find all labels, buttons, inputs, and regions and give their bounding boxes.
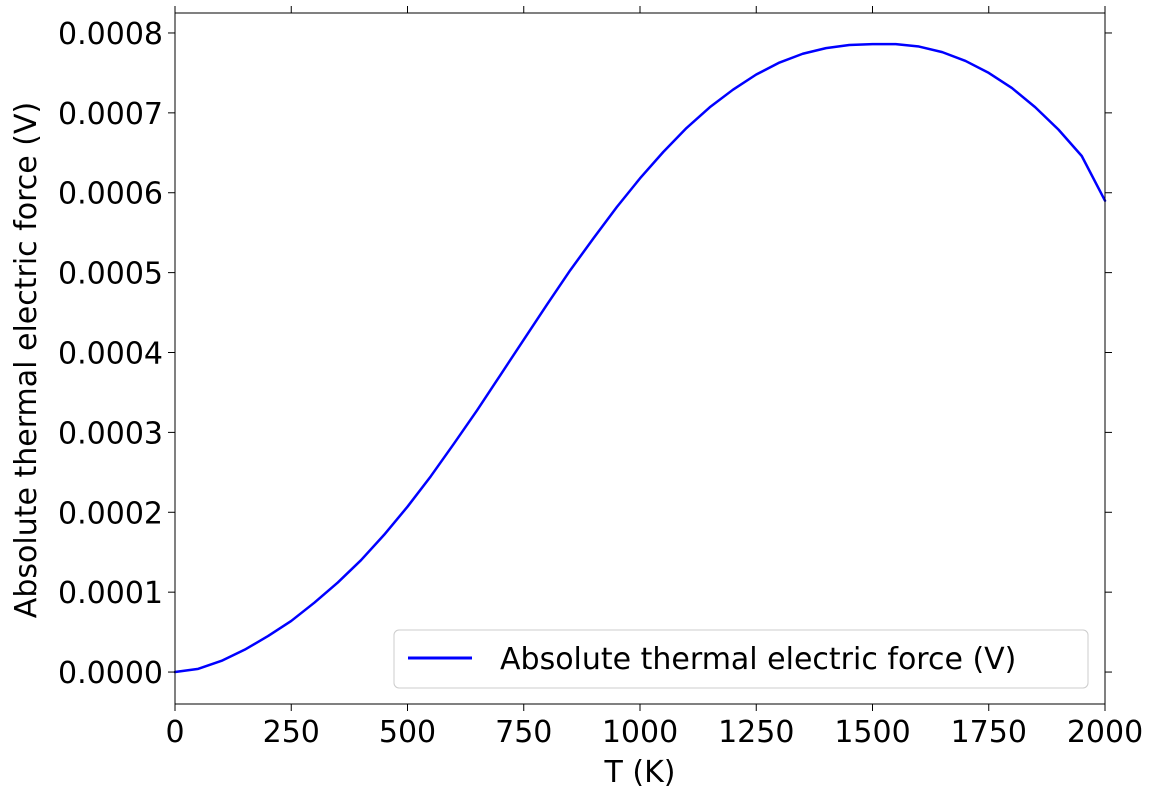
series-line — [173, 42, 1107, 674]
x-tick-label: 0 — [165, 715, 184, 750]
x-axis: 0 250 500 750 1000 1250 1500 1750 2000 — [165, 6, 1143, 750]
y-axis-label: Absolute thermal electric force (V) — [9, 102, 44, 618]
y-tick-label: 0.0002 — [58, 496, 163, 531]
series-layer — [173, 42, 1107, 674]
x-tick-label: 1500 — [834, 715, 910, 750]
y-tick-label: 0.0003 — [58, 416, 163, 451]
x-tick-label: 250 — [263, 715, 320, 750]
legend-label: Absolute thermal electric force (V) — [500, 642, 1016, 677]
y-tick-label: 0.0008 — [58, 17, 163, 52]
x-tick-label: 1250 — [718, 715, 794, 750]
x-tick-label: 2000 — [1067, 715, 1143, 750]
y-tick-label: 0.0000 — [58, 656, 163, 691]
x-axis-label: T (K) — [604, 755, 676, 790]
y-axis: 0.0000 0.0001 0.0002 0.0003 0.0004 0.0005 0.00… — [58, 17, 1112, 691]
legend-box — [393, 629, 1089, 689]
x-tick-label: 1000 — [602, 715, 678, 750]
plot-area — [175, 13, 1105, 704]
legend: Absolute thermal electric force (V) — [393, 629, 1089, 689]
x-tick-label: 1750 — [951, 715, 1027, 750]
x-tick-label: 750 — [495, 715, 552, 750]
y-tick-label: 0.0004 — [58, 337, 163, 372]
y-tick-label: 0.0007 — [58, 97, 163, 132]
x-tick-label: 500 — [379, 715, 436, 750]
y-tick-label: 0.0001 — [58, 576, 163, 611]
y-tick-label: 0.0005 — [58, 257, 163, 292]
y-tick-label: 0.0006 — [58, 177, 163, 212]
